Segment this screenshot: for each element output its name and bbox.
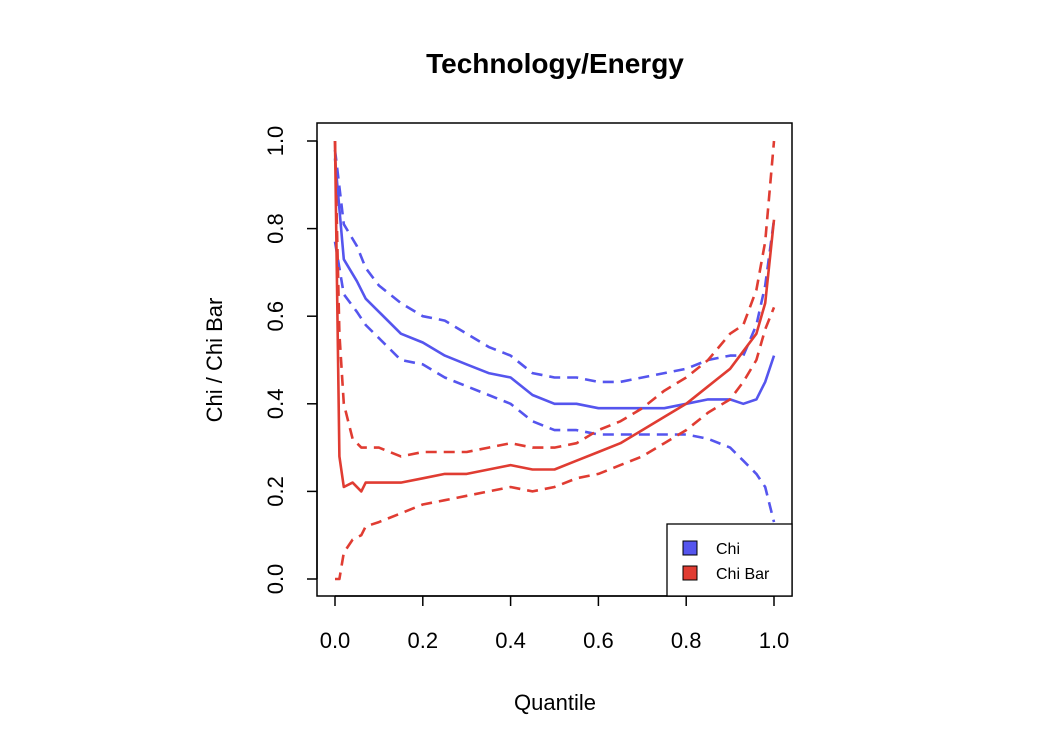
y-axis-label: Chi / Chi Bar — [202, 298, 227, 423]
y-tick-label: 0.6 — [263, 301, 288, 332]
series-line-chi-upper-bound — [333, 149, 776, 384]
legend-box — [666, 523, 793, 597]
y-tick-label: 0.8 — [263, 213, 288, 244]
y-tick-label: 1.0 — [263, 126, 288, 157]
series-line-chi-lower-bound — [333, 241, 776, 523]
plot-lines — [333, 140, 776, 581]
series-line-chi-estimate — [333, 158, 776, 410]
y-axis: 0.0 0.2 0.4 0.6 0.8 1.0 — [263, 126, 318, 595]
x-tick-label: 0.2 — [408, 628, 439, 653]
legend-label-chi: Chi — [716, 541, 740, 558]
legend: Chi Chi Bar — [666, 523, 793, 597]
y-tick-label: 0.4 — [263, 389, 288, 420]
legend-swatch-chi-bar — [682, 565, 698, 581]
x-tick-label: 1.0 — [759, 628, 790, 653]
x-tick-label: 0.0 — [320, 628, 351, 653]
x-tick-label: 0.4 — [495, 628, 526, 653]
y-tick-label: 0.2 — [263, 476, 288, 507]
x-tick-label: 0.8 — [671, 628, 702, 653]
series-line-chi-bar-upper-bound — [333, 140, 776, 458]
series-line-chi-bar-lower-bound — [335, 306, 776, 581]
chart-title: Technology/Energy — [426, 48, 684, 79]
legend-swatch-chi — [682, 540, 698, 556]
plot-frame — [316, 122, 793, 597]
legend-label-chi-bar: Chi Bar — [716, 566, 770, 583]
x-axis: 0.0 0.2 0.4 0.6 0.8 1.0 — [320, 595, 790, 653]
x-axis-label: Quantile — [514, 690, 596, 715]
series-line-chi-bar-estimate — [333, 140, 776, 493]
y-tick-label: 0.0 — [263, 564, 288, 595]
x-tick-label: 0.6 — [583, 628, 614, 653]
